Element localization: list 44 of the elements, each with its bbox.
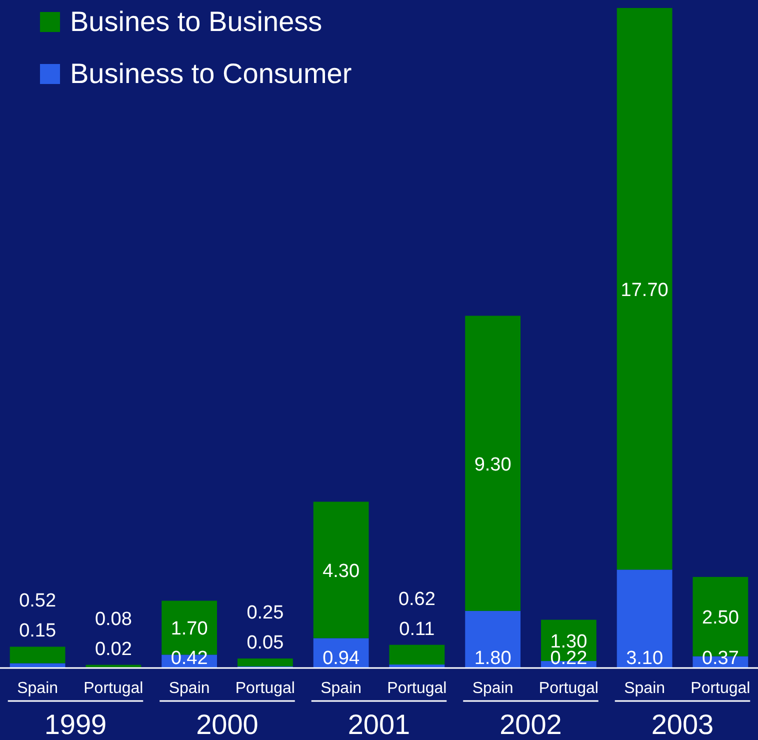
bar [616, 8, 672, 570]
data-label: 0.52 [19, 590, 56, 612]
data-label: 17.70 [620, 280, 668, 301]
data-label: 0.05 [246, 632, 284, 654]
x-tick-label: Portugal [387, 680, 447, 697]
text: 2001 [348, 709, 410, 740]
data-label: 2.50 [702, 608, 739, 629]
data-label: 0.11 [399, 618, 435, 640]
data-label: 4.30 [322, 560, 360, 582]
x-tick-label: Spain [17, 680, 58, 697]
text: 2002 [500, 709, 562, 740]
data-label: 3.10 [626, 648, 664, 669]
legend-label: Busines to Business [70, 6, 322, 37]
text: 1999 [44, 709, 107, 740]
legend-label: Business to Consumer [70, 58, 352, 89]
x-tick-label: Portugal [538, 680, 598, 697]
x-tick-label: Portugal [84, 680, 144, 697]
x-tick-label: Spain [320, 680, 362, 697]
data-label: 1.80 [474, 648, 512, 669]
bar [237, 658, 293, 666]
data-label: 0.25 [246, 602, 284, 624]
x-tick-label: Spain [168, 680, 210, 697]
bar [465, 610, 521, 668]
x-tick-label: Spain [472, 680, 514, 697]
bar [86, 664, 142, 668]
bar [389, 644, 445, 665]
bar [313, 502, 369, 638]
data-label: 1.70 [170, 618, 208, 640]
x-tick-label: Portugal [235, 680, 295, 697]
data-label: 0.15 [19, 620, 56, 642]
data-label: 0.62 [398, 588, 436, 610]
text: 2003 [651, 709, 714, 740]
x-tick-label: Spain [624, 680, 666, 697]
data-label: 0.94 [322, 648, 360, 669]
data-label: 0.42 [170, 648, 208, 669]
bar [10, 646, 66, 664]
x-tick-label: Portugal [690, 680, 750, 697]
text: 2000 [196, 709, 258, 740]
data-label: 9.30 [474, 454, 512, 476]
bar [465, 316, 521, 611]
data-label: 0.02 [94, 638, 132, 660]
data-label: 0.08 [94, 608, 132, 630]
bar [616, 570, 672, 668]
bar [10, 663, 66, 668]
